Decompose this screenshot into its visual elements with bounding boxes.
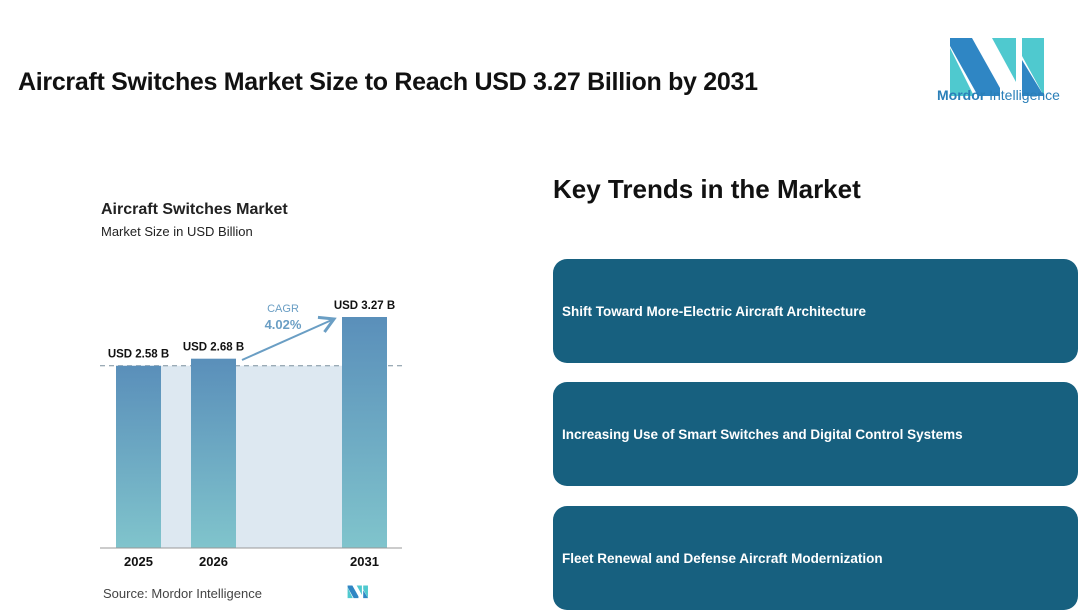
chart-title: Aircraft Switches Market bbox=[101, 201, 288, 218]
logo-suffix: Intelligence bbox=[989, 87, 1060, 103]
chart-source: Source: Mordor Intelligence bbox=[103, 586, 262, 601]
trend-card: Shift Toward More-Electric Aircraft Arch… bbox=[553, 259, 1078, 363]
bar-2025 bbox=[116, 365, 161, 548]
mordor-logo bbox=[950, 38, 1044, 96]
bar-2026 bbox=[191, 358, 236, 548]
cagr-arrow bbox=[241, 315, 337, 361]
x-tick-label: 2025 bbox=[124, 554, 153, 569]
bar-label: USD 3.27 B bbox=[334, 300, 395, 312]
source-logo-icon bbox=[347, 585, 368, 599]
cagr-band bbox=[161, 365, 342, 548]
bar-label: USD 2.68 B bbox=[183, 342, 244, 354]
key-trends-heading: Key Trends in the Market bbox=[553, 174, 861, 204]
bar-2031 bbox=[342, 317, 387, 548]
logo-text: Mordor Intelligence bbox=[937, 87, 1060, 103]
cagr-value: 4.02% bbox=[265, 317, 302, 332]
x-tick-label: 2031 bbox=[350, 554, 379, 569]
chart-plot: USD 2.58 B 2025 USD 2.68 B 2026 USD 3.27 B 20… bbox=[100, 300, 402, 569]
page-title: Aircraft Switches Market Size to Reach U… bbox=[18, 68, 758, 96]
trend-card: Increasing Use of Smart Switches and Dig… bbox=[553, 382, 1078, 486]
cagr-label: CAGR bbox=[267, 303, 299, 315]
chart-subtitle: Market Size in USD Billion bbox=[101, 224, 253, 239]
market-chart: Aircraft Switches Market Market Size in … bbox=[100, 201, 402, 601]
x-tick-label: 2026 bbox=[199, 554, 228, 569]
logo-brand: Mordor bbox=[937, 87, 986, 103]
bar-label: USD 2.58 B bbox=[108, 349, 169, 361]
trend-card: Fleet Renewal and Defense Aircraft Moder… bbox=[553, 506, 1078, 610]
